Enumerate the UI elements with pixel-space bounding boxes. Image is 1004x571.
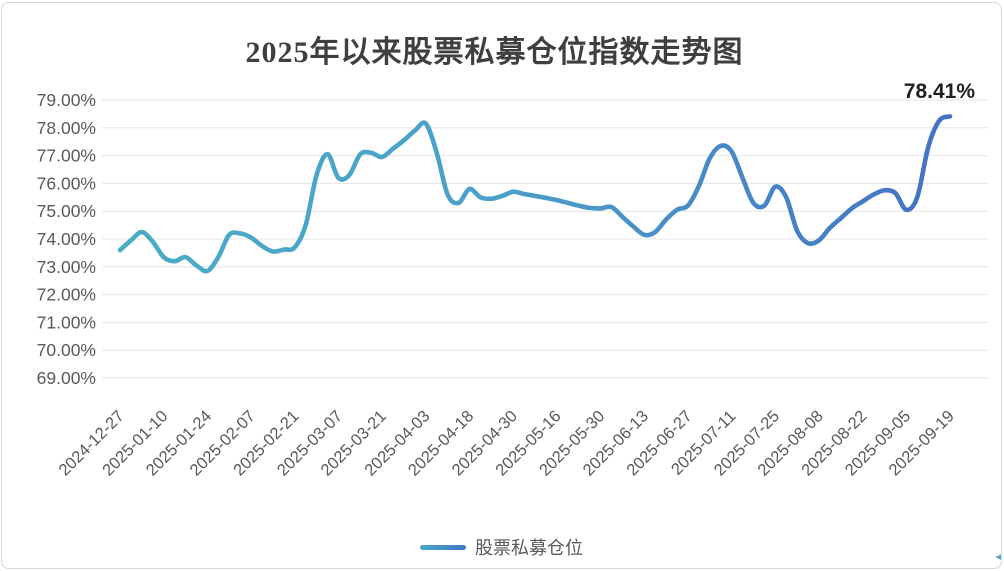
- chart-title: 2025年以来股票私募仓位指数走势图: [245, 36, 744, 69]
- y-axis-label: 78.00%: [37, 118, 96, 138]
- y-axis-label: 74.00%: [37, 229, 96, 249]
- line-chart-plot: 79.00% 78.00% 77.00% 76.00% 75.00% 74.00% 73.0…: [37, 90, 988, 480]
- last-value-label: 78.41%: [903, 80, 975, 103]
- legend: 股票私募仓位: [2, 534, 1001, 560]
- left-arrow-icon[interactable]: ◀: [995, 549, 1001, 564]
- y-axis-label: 79.00%: [37, 90, 96, 110]
- y-axis-label: 72.00%: [37, 285, 96, 305]
- y-axis-label: 73.00%: [37, 257, 96, 277]
- y-axis-label: 71.00%: [37, 312, 96, 332]
- y-axis-label: 75.00%: [37, 201, 96, 221]
- y-axis-label: 70.00%: [37, 340, 96, 360]
- y-axis-label: 76.00%: [37, 173, 96, 193]
- y-axis-label: 77.00%: [37, 146, 96, 166]
- legend-line-swatch: [420, 544, 466, 550]
- legend-series-label: 股票私募仓位: [475, 538, 583, 558]
- series-line: [117, 114, 953, 274]
- y-axis-label: 69.00%: [37, 368, 96, 388]
